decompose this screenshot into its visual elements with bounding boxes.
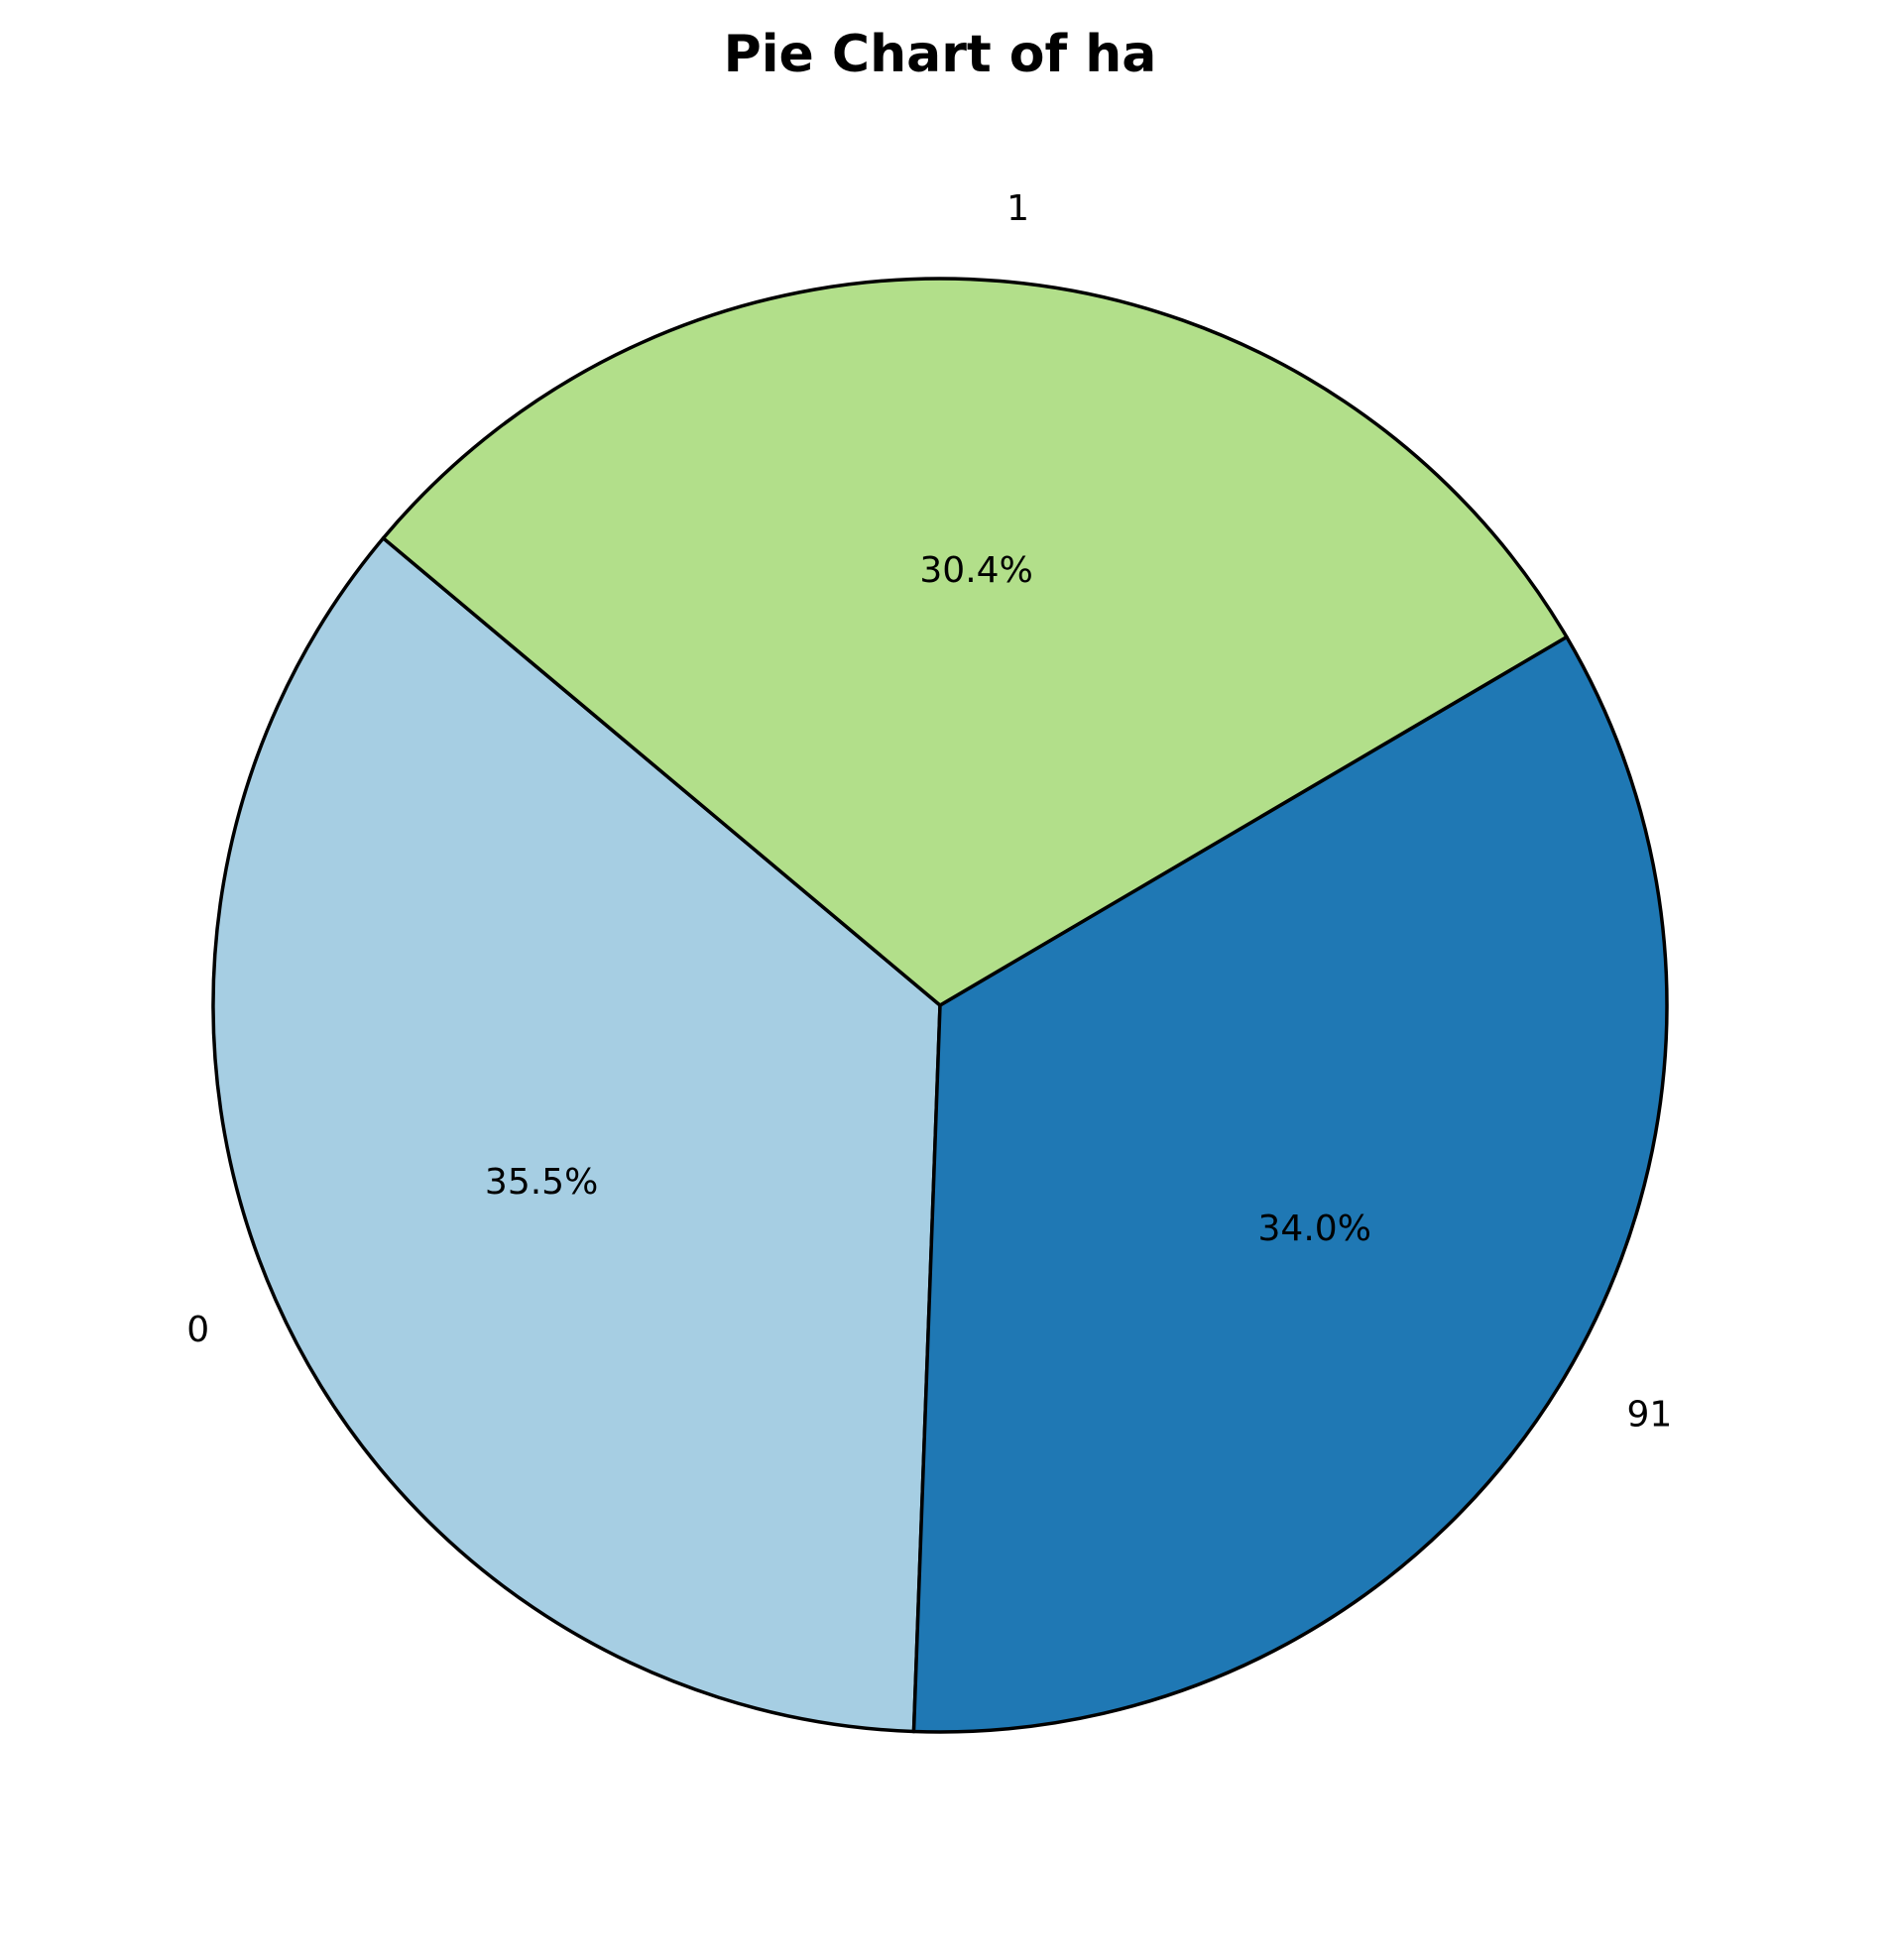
slice-label-1: 1 [1006, 188, 1029, 229]
slice-percent-1: 30.4% [919, 550, 1032, 591]
slice-label-91: 91 [1627, 1394, 1673, 1435]
chart-title: Pie Chart of ha [724, 25, 1157, 84]
pie-slice-0 [211, 536, 942, 1734]
pie-labels: 0 35.5% 91 34.0% 1 30.4% [186, 188, 1672, 1435]
pie-slices [211, 277, 1669, 1734]
slice-percent-0: 35.5% [485, 1162, 598, 1203]
slice-percent-91: 34.0% [1258, 1209, 1371, 1249]
slice-label-0: 0 [186, 1310, 209, 1350]
pie-slice-1 [381, 277, 1569, 1007]
